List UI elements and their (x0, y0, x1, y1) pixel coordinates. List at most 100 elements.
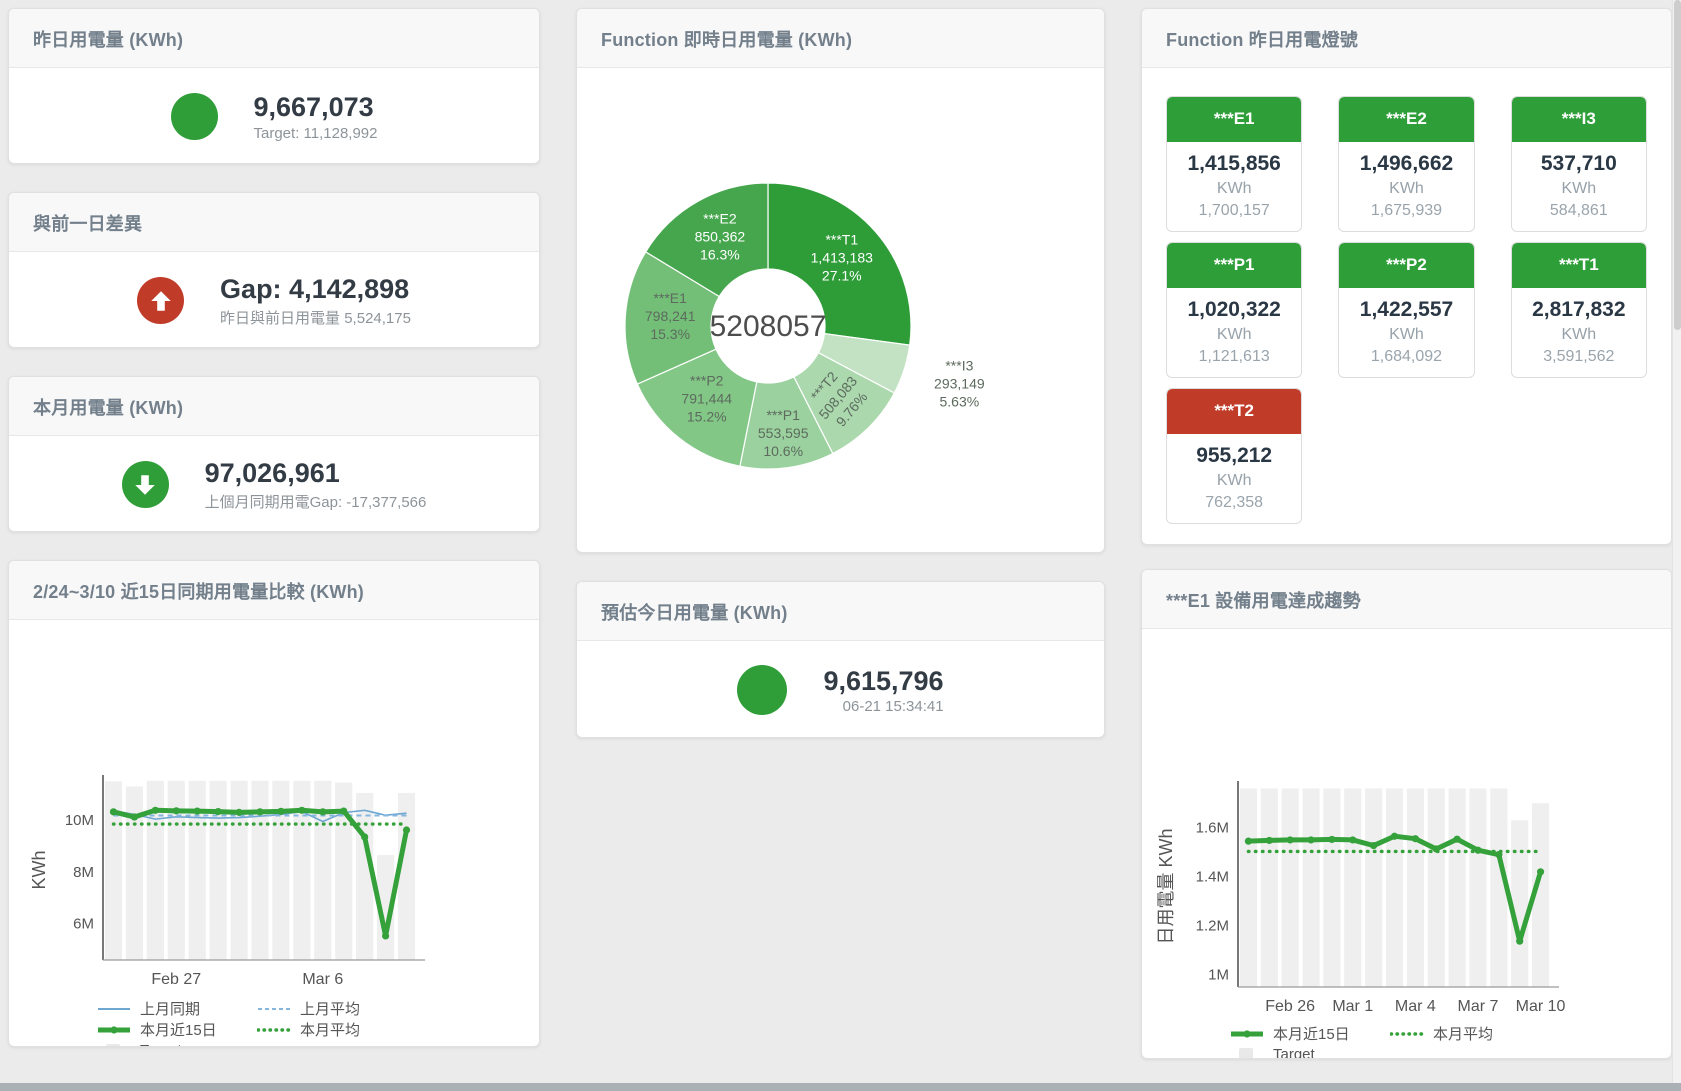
x-tick: Mar 4 (1395, 998, 1436, 1013)
light-tile-name: ***P2 (1339, 243, 1474, 288)
light-tile-body: 537,710 KWh 584,861 (1512, 142, 1646, 231)
light-tile-target: 1,121,613 (1198, 348, 1270, 365)
window-bottom-edge (0, 1083, 1681, 1091)
x-tick: Mar 6 (302, 971, 343, 988)
legend-item[interactable]: 本月平均 (1390, 1023, 1550, 1044)
gap-value: Gap: 4,142,898 (220, 274, 410, 305)
lights-tile-grid: ***E1 1,415,856 KWh 1,700,157 ***E2 1,496,662… (1142, 68, 1671, 540)
scrollbar[interactable] (1672, 0, 1681, 1091)
light-tile-body: 1,422,557 KWh 1,684,092 (1339, 288, 1473, 377)
y-tick: 8M (73, 864, 94, 881)
light-tile-body: 1,415,856 KWh 1,700,157 (1167, 142, 1301, 231)
light-tile-name: ***P1 (1167, 243, 1302, 288)
legend-thick-icon (98, 1025, 130, 1034)
light-tile-target: 1,675,939 (1370, 202, 1443, 219)
light-tile-unit: KWh (1561, 326, 1597, 343)
y-tick: 6M (73, 916, 94, 933)
card-title-e1-trend: ***E1 設備用電達成趨勢 (1142, 570, 1671, 629)
card-lights: Function 昨日用電燈號 ***E1 1,415,856 KWh 1,700,1… (1141, 8, 1672, 545)
light-tile-body: 1,496,662 KWh 1,675,939 (1339, 142, 1473, 231)
legend-bar-icon (1239, 1047, 1253, 1058)
gap-metric: Gap: 4,142,898 昨日與前日用電量 5,524,175 (9, 252, 539, 347)
card-realtime-donut: Function 即時日用電量 (KWh) ***T1 1,413,183 27.1… (576, 8, 1105, 553)
legend-item[interactable]: 本月近15日 (97, 1019, 257, 1040)
light-tile-target: 1,700,157 (1198, 202, 1270, 219)
light-tile-target: 762,358 (1205, 494, 1264, 511)
legend-item[interactable]: 本月平均 (257, 1019, 417, 1040)
light-tile: ***T1 2,817,832 KWh 3,591,562 (1510, 242, 1647, 378)
column-middle: Function 即時日用電量 (KWh) ***T1 1,413,183 27.1… (576, 8, 1105, 1059)
y-axis-label: KWh (29, 850, 49, 889)
light-tile-unit: KWh (1561, 180, 1597, 197)
realtime-donut-svg: ***T1 1,413,183 27.1%***I3 293,149 5.63%***T… (624, 182, 985, 470)
donut-label-I3: ***I3 293,149 5.63% (934, 357, 985, 409)
card-title-gap: 與前一日差異 (9, 193, 539, 252)
light-tile: ***T2 955,212 KWh 762,358 (1166, 388, 1303, 524)
y-tick: 1.6M (1196, 820, 1229, 837)
estimate-value: 9,615,796 (823, 665, 944, 696)
light-tile: ***E1 1,415,856 KWh 1,700,157 (1166, 96, 1303, 232)
light-tile-body: 955,212 KWh 762,358 (1167, 434, 1301, 523)
light-tile-name: ***I3 (1511, 97, 1646, 142)
yesterday-value: 9,667,073 (253, 92, 374, 123)
light-tile-body: 2,817,832 KWh 3,591,562 (1512, 288, 1646, 377)
legend-bar-icon (106, 1043, 120, 1046)
x-tick: Mar 10 (1516, 998, 1566, 1013)
card-month-usage: 本月用電量 (KWh) 97,026,961 上個月同期用電Gap: -17,3… (8, 376, 540, 532)
y-tick: 1M (1208, 967, 1229, 984)
light-tile-body: 1,020,322 KWh 1,121,613 (1167, 288, 1301, 377)
chart-legend: 本月近15日 本月平均 Target (1230, 1023, 1671, 1058)
card-title-month: 本月用電量 (KWh) (9, 377, 539, 436)
light-tile-value: 1,020,322 (1187, 298, 1281, 321)
legend-line-icon (98, 1007, 130, 1010)
card-title-lights: Function 昨日用電燈號 (1142, 9, 1671, 68)
donut-segment-P2[interactable] (636, 348, 758, 467)
light-tile-value: 537,710 (1540, 152, 1617, 175)
legend-item[interactable]: 上月平均 (257, 998, 417, 1019)
status-circle-icon (170, 93, 218, 140)
gap-subtitle: 昨日與前日用電量 5,524,175 (220, 309, 411, 327)
compare15-svg: 6M 8M 10M Feb 27 Mar 6 KWh (29, 775, 425, 988)
light-tile-unit: KWh (1216, 472, 1252, 489)
light-tile-name: ***E2 (1339, 97, 1474, 142)
realtime-donut-chart: ***T1 1,413,183 27.1% ***I3 293,149 5.63% ***T… (577, 68, 1104, 552)
column-left: 昨日用電量 (KWh) 9,667,073 Target: 11,128,992… (8, 8, 540, 1059)
light-tile: ***I3 537,710 KWh 584,861 (1510, 96, 1647, 232)
light-tile: ***E2 1,496,662 KWh 1,675,939 (1338, 96, 1475, 232)
light-tile-name: ***T2 (1167, 389, 1302, 434)
card-gap-prev-day: 與前一日差異 Gap: 4,142,898 昨日與前日用電量 5,524,175 (8, 192, 540, 348)
card-compare15-chart: 2/24~3/10 近15日同期用電量比較 (KWh) 6M 8M 10M Feb 2… (8, 560, 540, 1047)
light-tile-value: 1,422,557 (1359, 298, 1454, 321)
y-tick: 10M (65, 812, 94, 829)
legend-item[interactable]: Target (1230, 1046, 1390, 1058)
legend-item[interactable]: Target (97, 1042, 257, 1046)
light-tile-unit: KWh (1389, 180, 1424, 197)
legend-dotted-icon (257, 1027, 291, 1032)
legend-item[interactable]: 本月近15日 (1230, 1023, 1390, 1044)
scrollbar-thumb[interactable] (1674, 0, 1681, 330)
status-circle-icon (737, 665, 788, 715)
card-e1-trend: ***E1 設備用電達成趨勢 1M 1.2M 1.4M 1.6M Feb 26 Mar 1… (1141, 569, 1672, 1059)
light-tile-name: ***E1 (1167, 97, 1302, 142)
card-title-realtime: Function 即時日用電量 (KWh) (577, 9, 1104, 68)
card-yesterday-usage: 昨日用電量 (KWh) 9,667,073 Target: 11,128,992 (8, 8, 540, 164)
donut-segment-E1[interactable] (624, 251, 721, 385)
card-title-compare15: 2/24~3/10 近15日同期用電量比較 (KWh) (9, 561, 539, 620)
legend-item[interactable]: 上月同期 (97, 998, 257, 1019)
light-tile-value: 1,496,662 (1359, 152, 1454, 175)
y-tick: 1.2M (1196, 918, 1229, 935)
card-estimate-today: 預估今日用電量 (KWh) 9,615,796 06-21 15:34:41 (576, 581, 1105, 738)
donut-segment-E2[interactable] (644, 182, 769, 298)
arrow-down-icon (121, 461, 169, 508)
light-tile-value: 1,415,856 (1187, 152, 1281, 175)
x-tick: Feb 27 (151, 971, 201, 988)
light-tile-target: 3,591,562 (1543, 348, 1615, 365)
light-tile: ***P2 1,422,557 KWh 1,684,092 (1338, 242, 1475, 378)
chart-legend: 上月同期上月平均本月近15日本月平均Target (97, 998, 539, 1046)
y-axis-label: 日用電量 KWh (1156, 828, 1176, 944)
month-value: 97,026,961 (204, 458, 340, 489)
donut-label-T1: ***T1 1,413,183 27.1% (811, 232, 873, 284)
donut-segment-T1[interactable] (767, 182, 912, 346)
month-metric: 97,026,961 上個月同期用電Gap: -17,377,566 (9, 436, 539, 531)
light-tile-value: 2,817,832 (1532, 298, 1626, 321)
